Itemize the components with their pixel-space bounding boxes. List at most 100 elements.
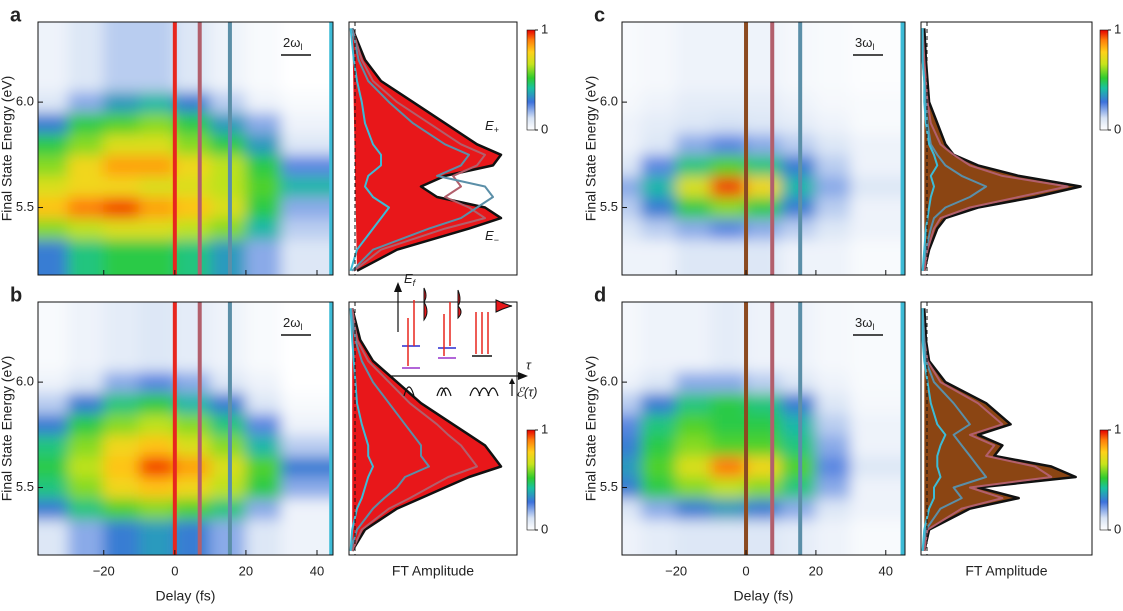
harmonic-label-main: 3ω	[855, 315, 872, 330]
heatmap-cell	[245, 175, 282, 198]
y-tick-label: 5.5	[600, 479, 618, 494]
heatmap-cell	[640, 455, 677, 478]
heatmap-cell	[850, 413, 905, 436]
heatmap-cell	[280, 392, 333, 415]
heatmap-cell	[850, 238, 905, 275]
y-axis-title: Final State Energy (eV)	[583, 76, 599, 222]
pulse	[436, 387, 452, 397]
profile-line	[349, 28, 390, 272]
heatmap-cell	[280, 238, 333, 275]
colorbar-tick-label: 0	[541, 521, 548, 536]
heatmap-cell	[245, 518, 282, 555]
heatmap-cell	[745, 175, 782, 198]
pulse	[403, 386, 415, 397]
heatmap-cell	[138, 302, 176, 373]
x-tick-label: −20	[665, 563, 687, 578]
heatmap-cell	[38, 413, 69, 436]
heatmap-cell	[280, 217, 333, 240]
x-axis-title: Delay (fs)	[734, 588, 794, 604]
heatmap-cell	[815, 238, 852, 275]
heatmap	[622, 22, 905, 275]
heatmap-cell	[745, 217, 782, 240]
profile	[349, 307, 503, 552]
heatmap-cell	[675, 476, 712, 499]
heatmap-cell	[640, 175, 677, 198]
heatmap-cell	[103, 112, 140, 135]
heatmap-cell	[622, 133, 642, 156]
heatmap-cell	[280, 455, 333, 478]
heatmap-cell	[745, 196, 782, 219]
heatmap-cell	[67, 238, 105, 275]
state-label-main: E	[485, 118, 494, 133]
heatmap-cell	[138, 434, 176, 457]
profile-line	[351, 28, 486, 272]
heatmap-cell	[745, 133, 782, 156]
arrowhead	[518, 372, 528, 380]
heatmap-cell	[280, 497, 333, 520]
heatmap-cell	[67, 133, 105, 156]
profile-line	[349, 308, 430, 552]
heatmap-cell	[710, 196, 747, 219]
plot-frame	[37, 301, 334, 556]
heatmap-cell	[67, 175, 105, 198]
heatmap-cell	[710, 175, 747, 198]
heatmap-cell	[640, 392, 677, 415]
heatmap-cell	[745, 455, 782, 478]
heatmap-cell	[675, 22, 712, 93]
heatmap-cell	[103, 175, 140, 198]
heatmap-cell	[710, 434, 747, 457]
profile-area	[350, 307, 503, 552]
heatmap-cell	[622, 112, 642, 135]
x-tick-label: 40	[879, 563, 893, 578]
heatmap-cell	[675, 196, 712, 219]
heatmap-cell	[67, 154, 105, 177]
profile-area	[923, 308, 1077, 552]
heatmap-cell	[67, 434, 105, 457]
heatmap-cell	[675, 238, 712, 275]
heatmap-cell	[710, 302, 747, 373]
heatmap-cell	[245, 434, 282, 457]
x-tick-label: −20	[93, 563, 115, 578]
heatmap-cell	[622, 413, 642, 436]
heatmap-cell	[174, 434, 211, 457]
heatmap-cell	[675, 154, 712, 177]
heatmap-cell	[710, 497, 747, 520]
inset-field: ℰ(τ)	[516, 384, 537, 399]
heatmap-cell	[850, 217, 905, 240]
colorbar	[1099, 429, 1109, 531]
profile	[921, 28, 1082, 272]
heatmap-cell	[710, 112, 747, 135]
heatmap-cell	[138, 371, 176, 394]
heatmap-cell	[640, 112, 677, 135]
heatmap-cell	[174, 497, 211, 520]
heatmap-cell	[38, 175, 69, 198]
heatmap-cell	[138, 196, 176, 219]
profile-line	[351, 308, 478, 552]
profile-axis-title: FT Amplitude	[392, 563, 474, 579]
heatmap-cell	[67, 22, 105, 93]
heatmap-cell	[640, 434, 677, 457]
heatmap-cell	[815, 154, 852, 177]
heatmap-cell	[67, 392, 105, 415]
heatmap-cell	[675, 217, 712, 240]
heatmap-cell	[850, 112, 905, 135]
heatmap-cell	[850, 175, 905, 198]
harmonic-label-sub: l	[872, 322, 874, 332]
y-tick-label: 6.0	[16, 374, 34, 389]
heatmap-cell	[815, 196, 852, 219]
heatmap-cell	[815, 302, 852, 373]
heatmap-cell	[850, 497, 905, 520]
plot-frame	[621, 21, 906, 276]
heatmap-cell	[38, 455, 69, 478]
heatmap-cell	[280, 196, 333, 219]
heatmap-cell	[38, 22, 69, 93]
panel-label: c	[594, 4, 605, 26]
inset-schematic: Ef τ ℰ(τ)	[390, 271, 537, 399]
profile-frame	[920, 301, 1093, 556]
heatmap-cell	[622, 392, 642, 415]
heatmap-cell	[280, 518, 333, 555]
heatmap-cell	[103, 196, 140, 219]
heatmap-cell	[675, 392, 712, 415]
